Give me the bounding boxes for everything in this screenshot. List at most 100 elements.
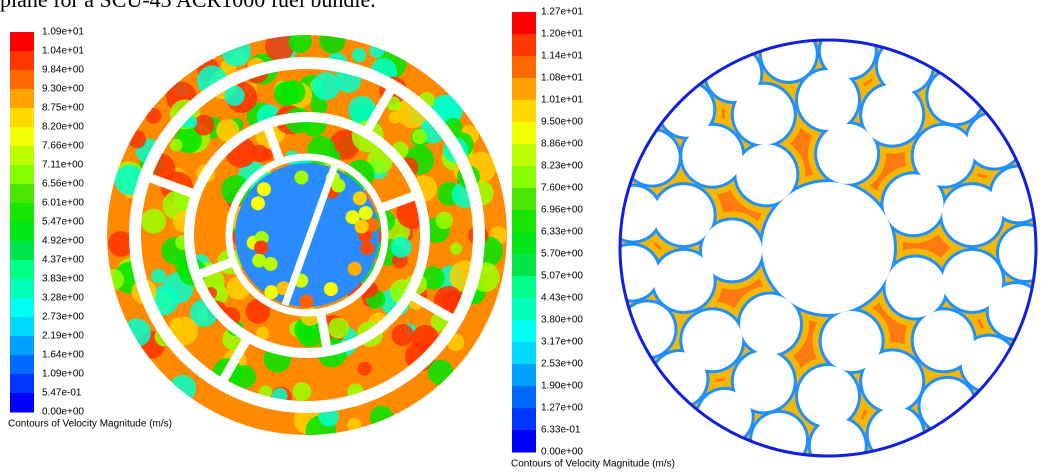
colorbar-swatch [10, 184, 34, 204]
colorbar-swatch [10, 355, 34, 375]
legend-label: 2.19e+00 [42, 331, 84, 342]
legend-label: 3.17e+00 [541, 337, 583, 348]
contour-blob [294, 170, 308, 184]
rod [817, 124, 877, 184]
contour-blob [370, 406, 393, 429]
legend-label: 1.90e+00 [541, 381, 583, 392]
colorbar-swatch [512, 232, 536, 255]
rod [653, 352, 707, 406]
rod [736, 144, 796, 204]
contour-blob [312, 72, 340, 100]
legend-label: 8.23e+00 [541, 161, 583, 172]
legend-label: 5.70e+00 [541, 249, 583, 260]
rod [869, 407, 923, 461]
contour-blob [293, 382, 312, 401]
rod [821, 24, 875, 78]
rod [878, 39, 932, 93]
contour-blob [254, 240, 268, 254]
contour-blob [428, 360, 454, 386]
contour-blob [353, 191, 367, 205]
rod [606, 187, 660, 241]
legend-label: 3.28e+00 [42, 293, 84, 304]
rod [914, 126, 974, 186]
colorbar-swatch [10, 32, 34, 52]
contour-blob [348, 262, 362, 276]
colorbar-swatch [512, 188, 536, 211]
contour-blob [274, 81, 299, 106]
contour-blob [355, 220, 369, 234]
contour-blob [261, 149, 273, 161]
rod [654, 185, 714, 245]
colorbar-swatch [10, 336, 34, 356]
colorbar-swatch [512, 56, 536, 79]
colorbar-swatch [10, 89, 34, 109]
colorbar-swatch [10, 241, 34, 261]
contour-blob [324, 282, 338, 296]
rod [798, 366, 858, 426]
colorbar-swatch [10, 146, 34, 166]
legend-label: 2.73e+00 [42, 312, 84, 323]
colorbar-swatch [512, 210, 536, 233]
contour-blob [103, 269, 124, 290]
rod [862, 85, 922, 145]
colorbar-swatch [512, 166, 536, 189]
contour-plot-left [103, 27, 508, 445]
legend-label: 4.43e+00 [541, 293, 583, 304]
rod [752, 413, 806, 467]
legend-label: 1.04e+01 [42, 46, 84, 57]
legend-label: 9.30e+00 [42, 84, 84, 95]
rod [928, 69, 982, 123]
legend-label: 1.08e+01 [541, 73, 583, 84]
legend-label: 0.00e+00 [541, 447, 583, 458]
legend-label: 8.20e+00 [42, 122, 84, 133]
legend-label: 0.00e+00 [42, 407, 84, 418]
rod [762, 27, 816, 81]
legend-caption: Contours of Velocity Magnitude (m/s) [8, 419, 172, 430]
contour-blob [169, 375, 196, 402]
rod [811, 419, 865, 472]
contour-blob [436, 212, 454, 230]
legend-label: 1.27e+01 [541, 7, 583, 18]
legend-label: 5.47e-01 [42, 388, 82, 399]
colorbar-swatch [10, 51, 34, 71]
contour-blob [221, 37, 251, 67]
colorbar-swatch [512, 254, 536, 277]
rod [992, 167, 1046, 221]
legend-label: 1.20e+01 [541, 29, 583, 40]
colorbar-swatch [512, 342, 536, 365]
colorbar-swatch [10, 374, 34, 394]
colorbar-swatch [512, 430, 536, 453]
rod [862, 351, 922, 411]
rod [740, 294, 800, 354]
contour-blob [359, 206, 373, 220]
contour-blob [369, 43, 384, 58]
legend-label: 3.83e+00 [42, 274, 84, 285]
contour-plot-right [596, 15, 1047, 472]
rod [921, 379, 975, 433]
legend-label: 4.92e+00 [42, 236, 84, 247]
contour-blob [391, 237, 412, 258]
contour-blob [151, 269, 166, 284]
contour-field [596, 15, 1047, 472]
legend-label: 7.60e+00 [541, 183, 583, 194]
legend-label: 9.50e+00 [541, 117, 583, 128]
legend-label: 6.56e+00 [42, 179, 84, 190]
legend-label: 8.86e+00 [541, 139, 583, 150]
colorbar-swatch [10, 279, 34, 299]
contour-blob [450, 243, 462, 255]
colorbar-swatch [10, 127, 34, 147]
rod [798, 70, 858, 130]
legend-label: 1.09e+01 [42, 27, 84, 38]
legend-label: 5.07e+00 [541, 271, 583, 282]
contour-blob [412, 129, 427, 144]
colorbar-swatch [10, 108, 34, 128]
contour-blob [391, 324, 413, 346]
legend-label: 1.64e+00 [42, 350, 84, 361]
colorbar-swatch [512, 100, 536, 123]
rod [885, 258, 945, 318]
legend-label: 4.37e+00 [42, 255, 84, 266]
contour-blob [288, 30, 311, 53]
legend-label: 6.33e-01 [541, 425, 581, 436]
colorbar-swatch [10, 393, 34, 413]
contour-blob [141, 209, 166, 234]
